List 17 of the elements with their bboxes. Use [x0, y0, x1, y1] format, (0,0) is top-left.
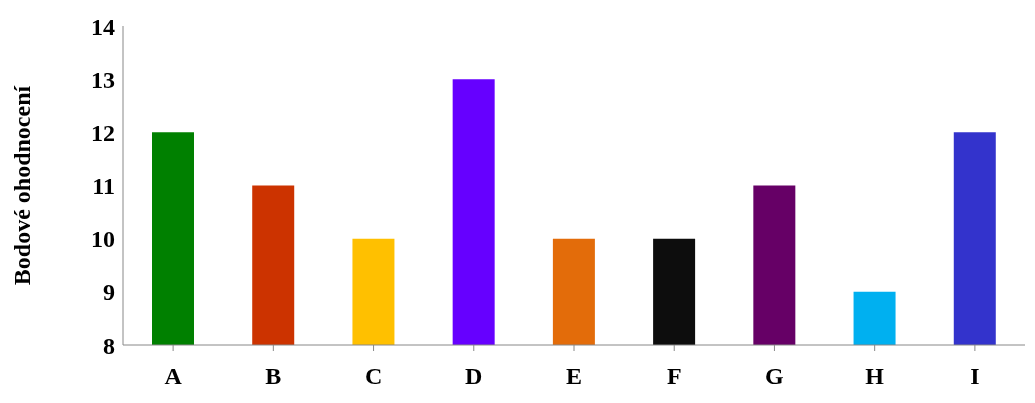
x-tick-label: F	[666, 363, 682, 390]
x-tick-label: I	[970, 363, 980, 390]
x-tick-label: C	[364, 363, 383, 390]
y-axis-title: Bodové ohodnocení	[8, 85, 35, 286]
x-tick-label: E	[565, 363, 583, 390]
y-tick-label: 13	[91, 66, 115, 93]
x-tick-label: B	[265, 363, 282, 390]
y-tick-label: 14	[91, 13, 115, 40]
x-tick-label: G	[765, 363, 785, 390]
x-tick-label: D	[465, 363, 483, 390]
y-tick-label: 11	[92, 173, 115, 200]
y-tick-label: 9	[103, 279, 115, 306]
y-tick-label: 10	[91, 226, 115, 253]
y-tick-label: 12	[91, 119, 115, 146]
x-tick-label: A	[164, 363, 183, 390]
x-tick-label: H	[865, 363, 885, 390]
y-tick-label: 8	[103, 332, 115, 359]
